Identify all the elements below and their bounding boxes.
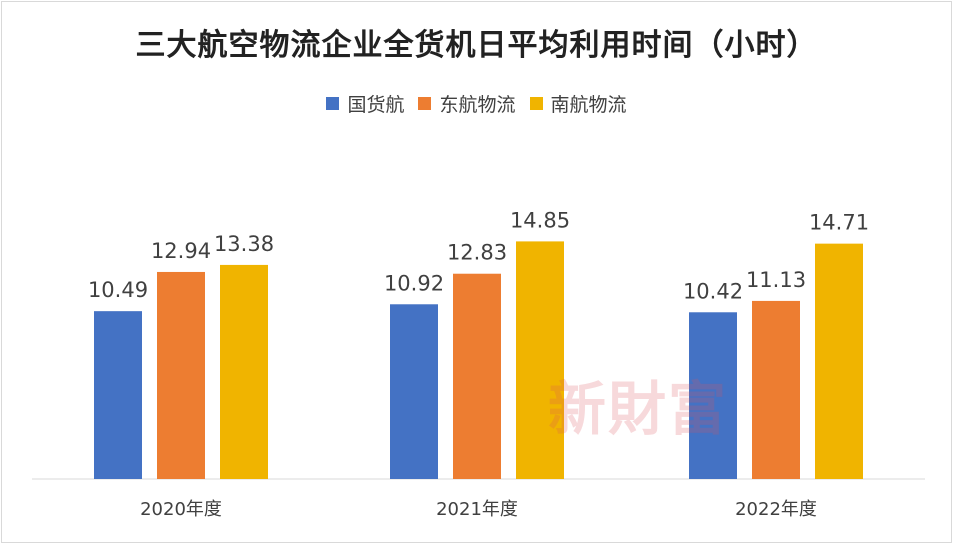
legend-label-nf: 南航物流 bbox=[550, 94, 627, 116]
bar-nf-1 bbox=[220, 264, 268, 479]
data-label-gj-3: 10.42 bbox=[683, 279, 743, 303]
x-tick-label-3: 2022年度 bbox=[735, 499, 817, 520]
data-label-gj-2: 10.92 bbox=[384, 271, 444, 295]
legend-label-df: 东航物流 bbox=[439, 94, 516, 116]
legend-swatch-nf bbox=[529, 97, 543, 110]
data-label-df-2: 12.83 bbox=[447, 241, 507, 265]
bar-gj-3 bbox=[689, 312, 737, 479]
bar-df-1 bbox=[157, 271, 205, 479]
legend-label-gj: 国货航 bbox=[347, 94, 405, 116]
x-tick-label-1: 2020年度 bbox=[140, 499, 222, 520]
chart-title: 三大航空物流企业全货机日平均利用时间（小时） bbox=[135, 28, 818, 63]
legend-swatch-df bbox=[418, 97, 432, 110]
legend-item-df: 东航物流 bbox=[418, 90, 516, 117]
bar-nf-2 bbox=[516, 241, 564, 479]
data-label-nf-1: 13.38 bbox=[214, 232, 274, 256]
watermark-logo: 新財富 bbox=[548, 375, 729, 443]
bar-df-2 bbox=[453, 273, 501, 479]
data-label-nf-3: 14.71 bbox=[809, 211, 869, 235]
data-label-nf-2: 14.85 bbox=[510, 208, 570, 232]
legend-item-gj: 国货航 bbox=[326, 90, 404, 117]
bar-gj-2 bbox=[390, 304, 438, 479]
legend-item-nf: 南航物流 bbox=[529, 90, 627, 117]
x-tick-label-2: 2021年度 bbox=[436, 499, 518, 520]
legend-swatch-gj bbox=[326, 97, 340, 110]
bar-gj-1 bbox=[94, 311, 142, 479]
bar-df-3 bbox=[752, 300, 800, 479]
chart-legend: 国货航 东航物流 南航物流 bbox=[0, 90, 953, 117]
data-label-gj-1: 10.49 bbox=[88, 278, 148, 302]
data-label-df-1: 12.94 bbox=[151, 239, 211, 263]
data-label-df-3: 11.13 bbox=[746, 268, 806, 292]
bar-nf-3 bbox=[815, 243, 863, 479]
